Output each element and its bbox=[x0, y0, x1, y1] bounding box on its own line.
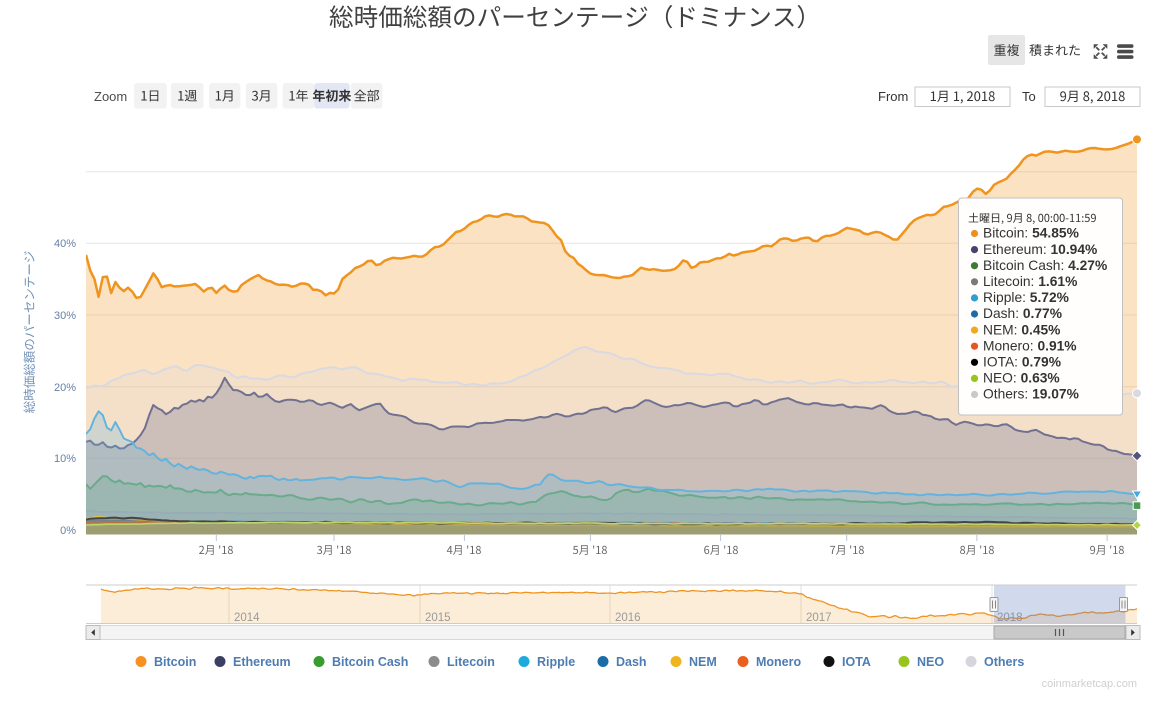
svg-text:2016: 2016 bbox=[615, 612, 641, 624]
svg-text:Zoom: Zoom bbox=[94, 89, 127, 104]
svg-text:2015: 2015 bbox=[425, 612, 451, 624]
svg-text:2017: 2017 bbox=[806, 612, 832, 624]
svg-text:Monero: Monero bbox=[756, 655, 802, 669]
svg-text:Dash: 0.77%: Dash: 0.77% bbox=[983, 306, 1062, 321]
svg-text:coinmarketcap.com: coinmarketcap.com bbox=[1042, 678, 1137, 690]
svg-text:Ripple: 5.72%: Ripple: 5.72% bbox=[983, 290, 1069, 305]
svg-text:NEM: NEM bbox=[689, 655, 717, 669]
svg-text:Ethereum: Ethereum bbox=[233, 655, 291, 669]
svg-text:20%: 20% bbox=[54, 382, 76, 394]
svg-text:NEO: 0.63%: NEO: 0.63% bbox=[983, 371, 1060, 386]
svg-text:From: From bbox=[878, 89, 908, 104]
svg-text:2018: 2018 bbox=[997, 612, 1023, 624]
svg-text:To: To bbox=[1022, 89, 1036, 104]
svg-text:Bitcoin Cash: Bitcoin Cash bbox=[332, 655, 408, 669]
svg-text:Monero: 0.91%: Monero: 0.91% bbox=[983, 338, 1077, 353]
svg-text:40%: 40% bbox=[54, 238, 76, 250]
svg-text:Ethereum: 10.94%: Ethereum: 10.94% bbox=[983, 242, 1097, 257]
svg-text:NEM: 0.45%: NEM: 0.45% bbox=[983, 322, 1060, 337]
svg-text:Ripple: Ripple bbox=[537, 655, 575, 669]
svg-text:Dash: Dash bbox=[616, 655, 647, 669]
svg-text:0%: 0% bbox=[60, 525, 76, 537]
svg-text:NEO: NEO bbox=[917, 655, 944, 669]
svg-text:Others: Others bbox=[984, 655, 1024, 669]
svg-text:Others: 19.07%: Others: 19.07% bbox=[983, 387, 1079, 402]
svg-text:IOTA: IOTA bbox=[842, 655, 871, 669]
svg-text:Litecoin: Litecoin bbox=[447, 655, 495, 669]
svg-text:Litecoin: 1.61%: Litecoin: 1.61% bbox=[983, 274, 1077, 289]
svg-text:30%: 30% bbox=[54, 310, 76, 322]
svg-text:Bitcoin Cash: 4.27%: Bitcoin Cash: 4.27% bbox=[983, 258, 1107, 273]
svg-text:2014: 2014 bbox=[234, 612, 260, 624]
svg-text:Bitcoin: 54.85%: Bitcoin: 54.85% bbox=[983, 226, 1079, 241]
svg-text:Bitcoin: Bitcoin bbox=[154, 655, 196, 669]
svg-text:IOTA: 0.79%: IOTA: 0.79% bbox=[983, 355, 1061, 370]
svg-text:10%: 10% bbox=[54, 453, 76, 465]
